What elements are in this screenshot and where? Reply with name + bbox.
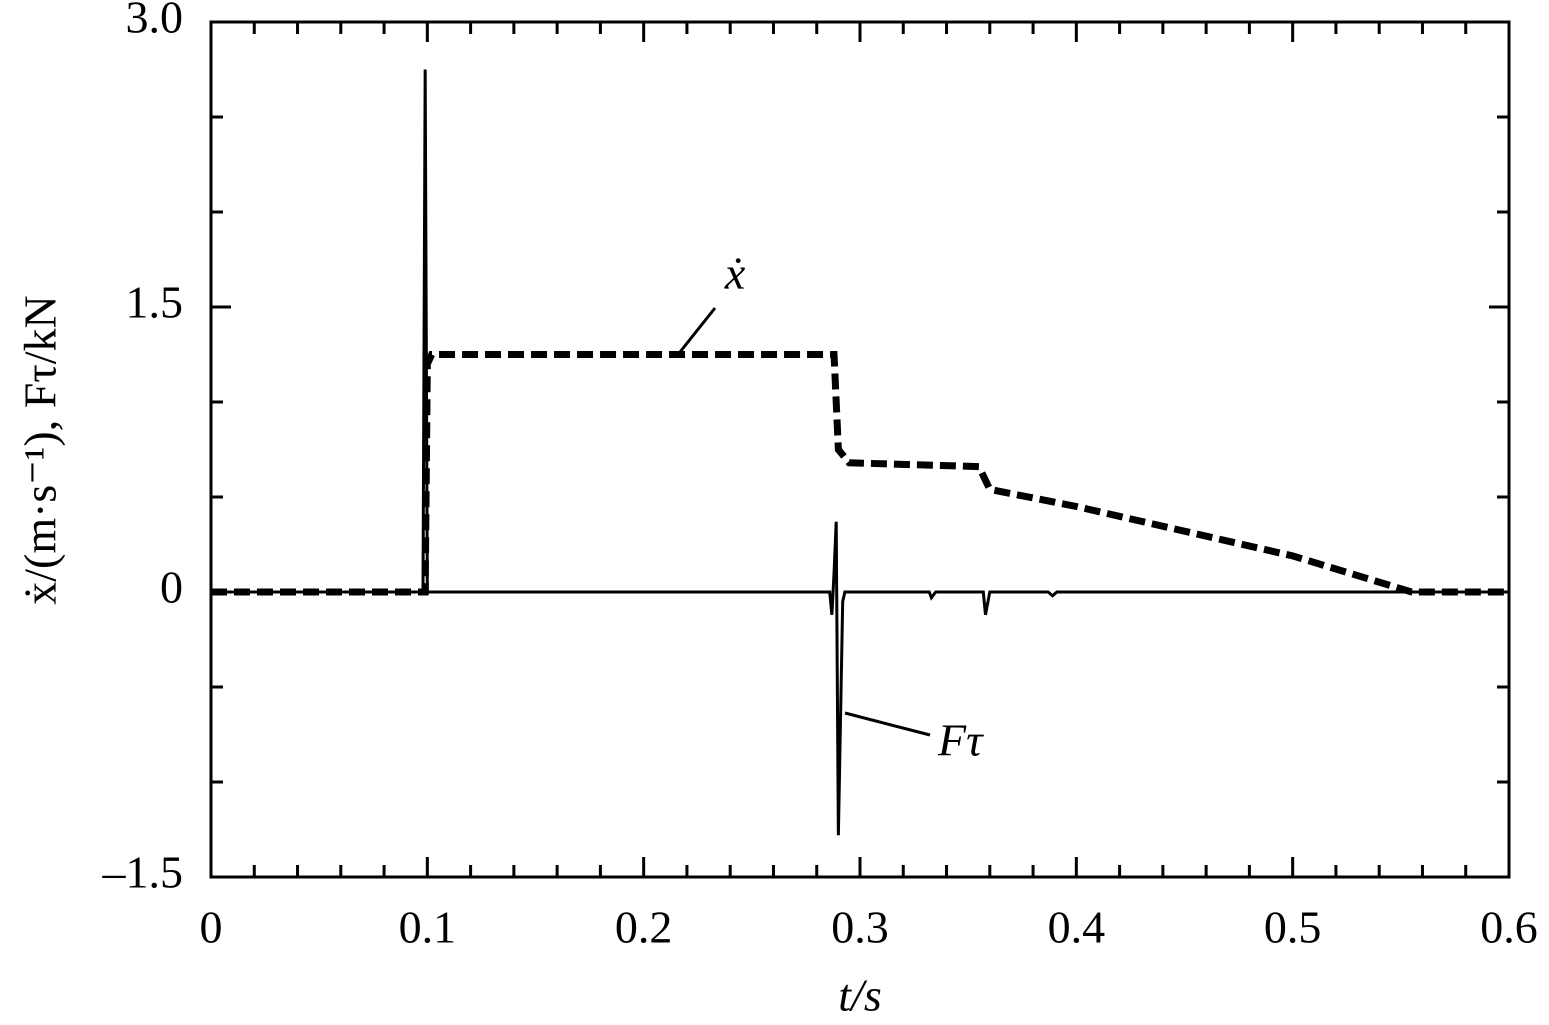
leader-line (678, 307, 717, 353)
x-tick-label: 0.5 (1264, 902, 1322, 953)
series-line (211, 69, 1509, 836)
y-axis-label: ẋ/(m·s⁻¹), Fτ/kN (15, 295, 66, 605)
y-tick-label: 1.5 (126, 277, 184, 328)
leader-line (844, 711, 931, 737)
series-line (211, 351, 1509, 596)
x-tick-label: 0.6 (1480, 902, 1538, 953)
x-tick-label: 0.2 (615, 902, 673, 953)
x-tick-label: 0.4 (1048, 902, 1106, 953)
series-label: ẋ (724, 248, 746, 299)
y-tick-label: 0 (160, 562, 183, 613)
x-axis-label: t/s (838, 970, 881, 1021)
plot-frame (209, 20, 1511, 879)
x-tick-label: 0.1 (399, 902, 457, 953)
y-tick-label: –1.5 (102, 847, 184, 898)
series-label: Fτ (937, 715, 984, 766)
y-tick-label: 3.0 (126, 0, 184, 43)
x-tick-label: 0 (200, 902, 223, 953)
x-tick-label: 0.3 (831, 902, 889, 953)
